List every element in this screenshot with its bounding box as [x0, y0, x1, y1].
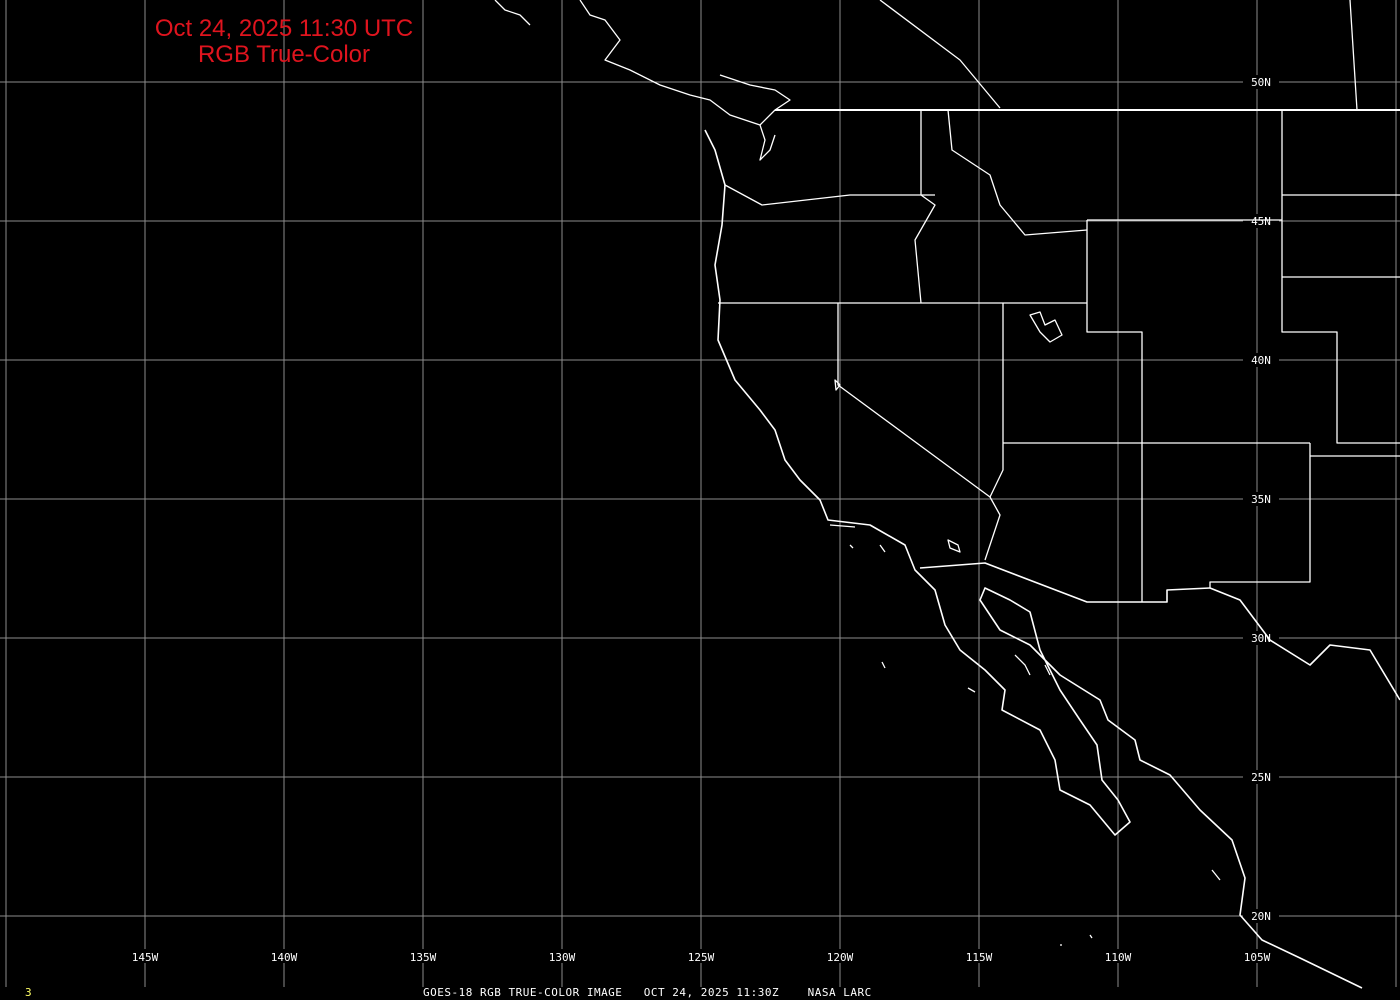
idaho-montana-border — [947, 109, 1088, 236]
label-background — [266, 949, 302, 963]
label-background — [1243, 214, 1279, 228]
dakotas — [1282, 194, 1400, 278]
frame-number: 3 — [25, 986, 33, 999]
wa-or-border — [724, 184, 935, 206]
label-background — [961, 949, 997, 963]
latitude-label: 25N — [1251, 771, 1271, 784]
lake-tahoe — [834, 379, 841, 391]
latitude-label: 40N — [1251, 354, 1271, 367]
puget-sound — [759, 124, 776, 161]
label-background — [1243, 75, 1279, 89]
image-product-title: RGB True-Color — [197, 41, 371, 68]
latitude-label: 35N — [1251, 493, 1271, 506]
nevada-east-border — [989, 303, 1004, 498]
channel-islands — [829, 524, 976, 693]
label-background — [405, 949, 441, 963]
label-background — [1243, 770, 1279, 784]
label-background — [544, 949, 580, 963]
longitude-label: 125W — [688, 951, 715, 964]
footer-caption: GOES-18 RGB TRUE-COLOR IMAGE OCT 24, 202… — [423, 986, 872, 999]
coastlines-and-borders — [494, 0, 1400, 989]
longitude-label: 130W — [549, 951, 576, 964]
latitude-label: 50N — [1251, 76, 1271, 89]
great-salt-lake — [1029, 311, 1063, 343]
longitude-label: 145W — [132, 951, 159, 964]
label-background — [1239, 949, 1275, 963]
us-mexico-border — [919, 562, 1211, 603]
vancouver-island-coast — [494, 0, 791, 126]
salton-sea — [947, 539, 961, 553]
label-background — [1243, 909, 1279, 923]
label-background — [683, 949, 719, 963]
label-background — [1243, 492, 1279, 506]
image-timestamp-title: Oct 24, 2025 11:30 UTC — [154, 15, 414, 42]
longitude-label: 115W — [966, 951, 993, 964]
label-background — [1243, 353, 1279, 367]
west-coast — [704, 129, 1363, 989]
new-mexico — [1209, 443, 1400, 588]
idaho-west-border — [914, 110, 936, 304]
ca-nv-border — [837, 303, 1001, 561]
latitude-label: 20N — [1251, 910, 1271, 923]
label-background — [822, 949, 858, 963]
longitude-label: 140W — [271, 951, 298, 964]
longitude-label: 135W — [410, 951, 437, 964]
label-background — [1243, 631, 1279, 645]
latitude-label: 45N — [1251, 215, 1271, 228]
mainland-mexico-north — [1209, 587, 1400, 701]
label-background — [127, 949, 163, 963]
gulf-islands — [1014, 654, 1221, 946]
utah-borders — [1003, 220, 1310, 602]
wyoming-colorado — [1087, 110, 1400, 444]
longitude-label: 105W — [1244, 951, 1271, 964]
longitude-label: 120W — [827, 951, 854, 964]
canada-coast-north — [879, 0, 1358, 111]
longitude-label: 110W — [1105, 951, 1132, 964]
label-background — [1100, 949, 1136, 963]
